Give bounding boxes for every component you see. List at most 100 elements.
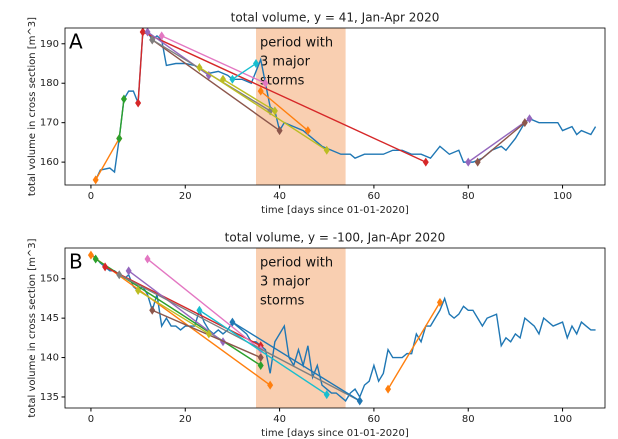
x-tick-label: 0 [88,414,94,425]
diamond-marker [276,126,283,136]
x-tick-label: 100 [553,414,572,425]
diamond-marker [135,286,142,296]
segment-line [477,122,526,163]
y-tick-label: 135 [40,392,59,403]
diamond-marker [205,329,212,339]
diamond-marker [257,353,264,363]
storm-span [256,248,346,408]
diamond-marker [526,114,533,124]
axes-frame [64,247,606,409]
y-tick-label: 170 [40,118,59,129]
diamond-marker [102,262,109,272]
x-tick-label: 20 [179,191,192,202]
diamond-marker [149,35,156,45]
segment-line [118,98,125,139]
x-tick-label: 20 [179,414,192,425]
volume-line [90,254,596,402]
diamond-marker [304,126,311,136]
diamond-marker [385,384,392,394]
diamond-marker [144,254,151,264]
segment-line [137,31,144,103]
diamond-marker [135,98,142,108]
x-tick-label: 40 [273,191,286,202]
segment-line [232,321,361,402]
diamond-marker [144,28,151,37]
diamond-marker [219,74,226,84]
diamond-marker [229,317,236,327]
diamond-marker [125,266,132,276]
diamond-marker [323,390,330,400]
diamond-marker [196,62,203,72]
diamond-marker [465,157,472,167]
segment-line [151,39,280,132]
span-annotation: storms [260,294,305,309]
diamond-marker [271,106,278,116]
x-tick-label: 80 [462,191,475,202]
segment-line [387,302,441,390]
diamond-marker [196,305,203,315]
y-axis-label: total volume in cross section [m^3] [27,238,38,417]
segment-line [161,35,266,84]
span-annotation: 3 major [260,275,311,290]
diamond-marker [116,270,123,280]
x-axis-label: time [days since 01-01-2020] [261,428,409,439]
plot-area [92,28,597,185]
segment-line [222,78,276,112]
chart-title: total volume, y = 41, Jan-Apr 2020 [231,11,440,25]
segment-line [142,31,427,163]
diamond-marker [474,157,481,167]
diamond-marker [92,175,99,185]
y-axis-label: total volume in cross section [m^3] [27,17,38,196]
diamond-marker [323,145,330,155]
y-tick-label: 140 [40,353,59,364]
diamond-marker [149,305,156,315]
diamond-marker [257,86,264,96]
diamond-marker [139,28,146,37]
diamond-marker [253,59,260,69]
y-tick-label: 190 [40,39,59,50]
segment-line [128,270,224,343]
span-annotation: 3 major [260,55,311,70]
x-tick-label: 100 [553,191,572,202]
diamond-marker [422,157,429,167]
diamond-marker [521,118,528,128]
axes-frame [64,27,606,186]
y-tick-label: 145 [40,313,59,324]
diamond-marker [158,31,165,41]
diamond-marker [87,250,94,260]
panel-label: B [69,250,83,274]
segment-line [147,258,262,351]
diamond-marker [436,297,443,307]
segment-line [137,289,210,335]
diamond-marker [267,380,274,390]
segment-line [199,309,328,396]
segment-line [199,66,328,151]
y-tick-label: 180 [40,78,59,89]
x-tick-label: 60 [368,191,381,202]
x-axis-label: time [days since 01-01-2020] [261,205,409,216]
y-tick-label: 150 [40,274,59,285]
segment-line [467,118,530,163]
panel-label: A [69,30,83,54]
diamond-marker [229,74,236,84]
diamond-marker [262,78,269,88]
segment-line [104,266,262,347]
span-annotation: period with [260,256,333,271]
y-tick-label: 160 [40,157,59,168]
span-annotation: period with [260,36,333,51]
subplot: period with 3 major storms B 0 20 40 60 80 100 135… [27,231,606,439]
diamond-marker [120,94,127,104]
x-tick-label: 0 [88,191,94,202]
diamond-marker [356,396,363,406]
segment-line [260,90,309,132]
chart-title: total volume, y = -100, Jan-Apr 2020 [225,231,446,245]
x-tick-label: 80 [462,414,475,425]
subplot: period with 3 major storms A 0 20 40 60 80 100 160… [27,11,606,216]
x-tick-label: 60 [368,414,381,425]
segment-line [232,62,257,80]
span-annotation: storms [260,74,305,89]
diamond-marker [92,254,99,264]
x-tick-label: 40 [273,414,286,425]
diamond-marker [116,133,123,143]
